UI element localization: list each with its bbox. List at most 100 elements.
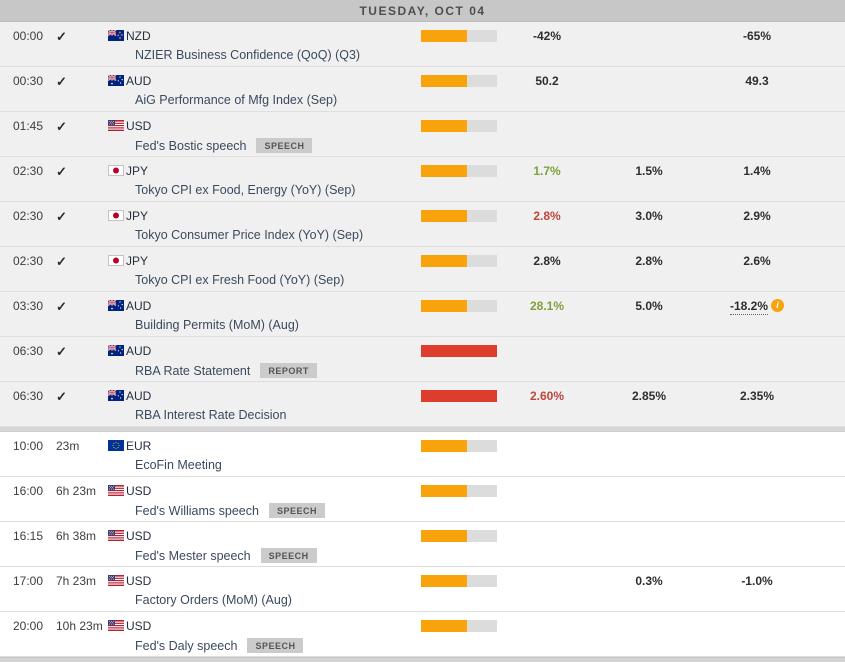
- event-type-badge: SPEECH: [268, 503, 325, 518]
- volatility-bar: [421, 530, 497, 542]
- flag-usd-icon: [108, 575, 124, 586]
- currency-code: AUD: [126, 298, 152, 313]
- event-main: JPY Tokyo Consumer Price Index (YoY) (Se…: [108, 202, 421, 246]
- countdown-label: 6h 23m: [56, 484, 97, 498]
- previous-value: -18.2%: [729, 299, 769, 315]
- volatility-cell: [421, 112, 497, 156]
- actual-value: [497, 612, 597, 656]
- flag-aud-icon: [108, 390, 124, 401]
- currency-code: USD: [126, 118, 152, 133]
- event-status: [50, 247, 108, 291]
- event-rows: 00:00 NZD NZIER Business Confidence (QoQ…: [0, 22, 845, 657]
- event-name: RBA Interest Rate Decision: [135, 408, 287, 422]
- consensus-value: 2.85%: [631, 389, 667, 403]
- flag-usd-icon: [108, 530, 124, 541]
- event-row[interactable]: 03:30 AUD Building Permits (MoM) (Aug) 2…: [0, 292, 845, 337]
- check-icon: [56, 345, 67, 359]
- event-name: Tokyo CPI ex Food, Energy (YoY) (Sep): [135, 183, 356, 197]
- flag-jpy-icon: [108, 165, 124, 176]
- previous-cell: [701, 477, 813, 521]
- event-row[interactable]: 00:00 NZD NZIER Business Confidence (QoQ…: [0, 22, 845, 67]
- actual-value: 2.60%: [529, 389, 565, 403]
- volatility-cell: [421, 202, 497, 246]
- event-row[interactable]: 16:15 6h 38m USD Fed's Mester speech SPE…: [0, 522, 845, 567]
- event-name: Fed's Bostic speech: [135, 138, 247, 153]
- previous-cell: [701, 432, 813, 476]
- currency-code: AUD: [126, 388, 152, 403]
- volatility-bar-fill: [421, 300, 467, 312]
- volatility-cell: [421, 157, 497, 201]
- event-row[interactable]: 10:00 23m EUR EcoFin Meeting: [0, 432, 845, 477]
- actual-value: [497, 337, 597, 381]
- info-icon[interactable]: [771, 299, 785, 312]
- event-main: AUD Building Permits (MoM) (Aug): [108, 292, 421, 336]
- volatility-cell: [421, 247, 497, 291]
- event-time: 03:30: [13, 299, 44, 313]
- previous-value: 2.35%: [739, 389, 775, 403]
- actual-value: 28.1%: [529, 299, 565, 313]
- event-row[interactable]: 02:30 JPY Tokyo CPI ex Food, Energy (YoY…: [0, 157, 845, 202]
- volatility-bar-fill: [421, 210, 467, 222]
- previous-cell: [701, 112, 813, 156]
- volatility-bar-fill: [421, 575, 467, 587]
- flag-eur-icon: [108, 440, 124, 451]
- volatility-bar-fill: [421, 75, 467, 87]
- event-main: USD Fed's Daly speech SPEECH: [108, 612, 421, 656]
- consensus-value: [597, 477, 701, 521]
- previous-value: 49.3: [745, 74, 769, 88]
- currency-code: NZD: [126, 28, 151, 43]
- volatility-bar: [421, 120, 497, 132]
- volatility-cell: [421, 567, 497, 611]
- event-main: EUR EcoFin Meeting: [108, 432, 421, 476]
- event-row[interactable]: 00:30 AUD AiG Performance of Mfg Index (…: [0, 67, 845, 112]
- volatility-cell: [421, 432, 497, 476]
- previous-cell: 2.6%: [701, 247, 813, 291]
- event-status: [50, 292, 108, 336]
- consensus-value: [597, 612, 701, 656]
- check-icon: [56, 30, 67, 44]
- event-row[interactable]: 02:30 JPY Tokyo Consumer Price Index (Yo…: [0, 202, 845, 247]
- event-time: 10:00: [13, 439, 44, 453]
- event-name: Fed's Mester speech: [135, 548, 251, 563]
- volatility-bar: [421, 210, 497, 222]
- volatility-bar-fill: [421, 390, 497, 402]
- countdown-label: 6h 38m: [56, 529, 97, 543]
- volatility-bar-fill: [421, 530, 467, 542]
- currency-code: JPY: [126, 208, 149, 223]
- event-row[interactable]: 02:30 JPY Tokyo CPI ex Fresh Food (YoY) …: [0, 247, 845, 292]
- event-time: 06:30: [13, 344, 44, 358]
- volatility-bar: [421, 300, 497, 312]
- event-main: JPY Tokyo CPI ex Food, Energy (YoY) (Sep…: [108, 157, 421, 201]
- event-status: 23m: [50, 432, 108, 476]
- event-name: AiG Performance of Mfg Index (Sep): [135, 93, 338, 107]
- event-row[interactable]: 01:45 USD Fed's Bostic speech SPEECH: [0, 112, 845, 157]
- event-row[interactable]: 20:00 10h 23m USD Fed's Daly speech SPEE…: [0, 612, 845, 657]
- event-main: AUD RBA Interest Rate Decision: [108, 382, 421, 426]
- event-time: 02:30: [13, 254, 44, 268]
- event-main: NZD NZIER Business Confidence (QoQ) (Q3): [108, 22, 421, 66]
- event-row[interactable]: 06:30 AUD RBA Rate Statement REPORT: [0, 337, 845, 382]
- currency-code: AUD: [126, 73, 152, 88]
- previous-cell: -65%: [701, 22, 813, 66]
- event-row[interactable]: 16:00 6h 23m USD Fed's Williams speech S…: [0, 477, 845, 522]
- countdown-label: 23m: [56, 439, 80, 453]
- previous-cell: [701, 337, 813, 381]
- next-day-header-partial: [0, 657, 845, 662]
- day-header-label: TUESDAY, OCT 04: [359, 3, 486, 18]
- event-row[interactable]: 06:30 AUD RBA Interest Rate Decision 2.6…: [0, 382, 845, 427]
- event-status: [50, 337, 108, 381]
- actual-value: [497, 522, 597, 566]
- event-status: [50, 22, 108, 66]
- consensus-value: [597, 522, 701, 566]
- previous-cell: 2.35%: [701, 382, 813, 426]
- volatility-cell: [421, 382, 497, 426]
- actual-value: 1.7%: [533, 164, 561, 178]
- event-row[interactable]: 17:00 7h 23m USD Factory Orders (MoM) (A…: [0, 567, 845, 612]
- event-name: Building Permits (MoM) (Aug): [135, 318, 299, 332]
- volatility-cell: [421, 612, 497, 656]
- event-time: 00:30: [13, 74, 44, 88]
- event-name: EcoFin Meeting: [135, 458, 222, 472]
- event-name: Tokyo Consumer Price Index (YoY) (Sep): [135, 228, 364, 242]
- volatility-bar-fill: [421, 345, 497, 357]
- volatility-bar: [421, 620, 497, 632]
